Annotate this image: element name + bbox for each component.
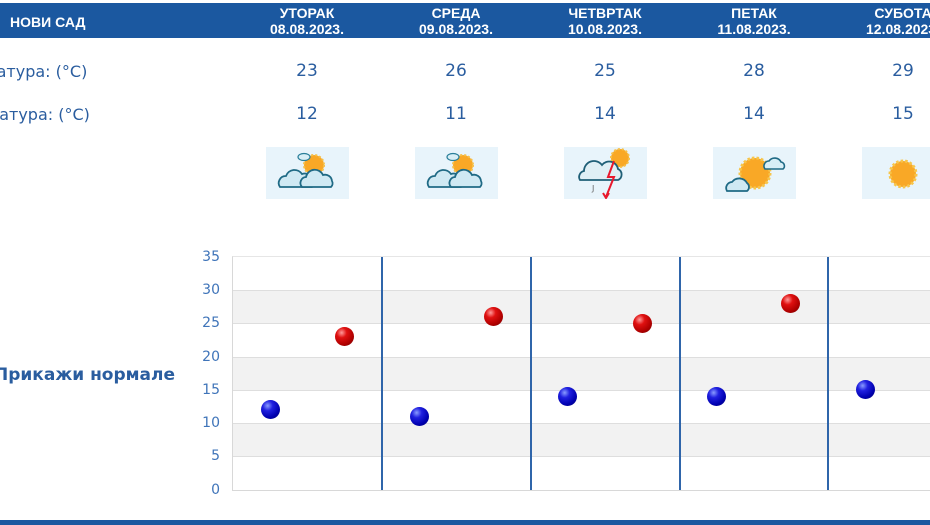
y-tick: 15: [202, 382, 220, 398]
grid-line: [233, 290, 930, 291]
max-temp-marker[interactable]: [335, 327, 354, 346]
grid-line: [233, 357, 930, 358]
forecast-header: НОВИ САД УТОРАК 08.08.2023. СРЕДА 09.08.…: [0, 3, 930, 38]
min-temp-marker[interactable]: [707, 387, 726, 406]
grid-band: [233, 290, 930, 323]
min-temp-value: 15: [892, 104, 914, 124]
grid-line: [233, 390, 930, 391]
day-name: ПЕТАК: [731, 5, 777, 21]
partly-cloudy-icon: [415, 147, 498, 199]
max-temp-label: Максимална температура: (°C): [0, 62, 88, 81]
svg-text:J: J: [591, 184, 594, 193]
day-header-1: УТОРАК 08.08.2023.: [233, 5, 381, 37]
day-name: УТОРАК: [279, 5, 335, 21]
show-normals-link[interactable]: Прикажи нормале: [0, 365, 176, 385]
max-temp-marker[interactable]: [633, 314, 652, 333]
day-name: ЧЕТВРТАК: [568, 5, 642, 21]
day-header-3: ЧЕТВРТАК 10.08.2023.: [531, 5, 679, 37]
day-header-5: СУБОТА 12.08.2023.: [829, 5, 930, 37]
day-date: 08.08.2023.: [270, 21, 344, 37]
city-name: НОВИ САД: [10, 14, 86, 30]
day-name: СУБОТА: [874, 5, 930, 21]
min-temp-value: 14: [743, 104, 765, 124]
y-tick: 5: [211, 448, 220, 464]
day-date: 10.08.2023.: [568, 21, 642, 37]
min-temp-label: Минимална температура: (°C): [0, 105, 90, 124]
min-temp-marker[interactable]: [261, 400, 280, 419]
grid-band: [233, 423, 930, 456]
min-temp-marker[interactable]: [410, 407, 429, 426]
day-separator: [679, 257, 681, 490]
plot-area: [232, 256, 930, 491]
partly-cloudy-icon: [266, 147, 349, 199]
y-tick: 30: [202, 282, 220, 298]
footer-bar: [0, 520, 930, 525]
mostly-sunny-icon: [713, 147, 796, 199]
min-temp-value: 12: [296, 104, 318, 124]
grid-line: [233, 423, 930, 424]
max-temp-value: 26: [445, 61, 467, 81]
day-date: 11.08.2023.: [717, 21, 791, 37]
day-name: СРЕДА: [431, 5, 481, 21]
max-temp-value: 25: [594, 61, 616, 81]
y-tick: 25: [202, 315, 220, 331]
max-temp-value: 28: [743, 61, 765, 81]
max-temp-marker[interactable]: [484, 307, 503, 326]
max-temp-marker[interactable]: [781, 294, 800, 313]
sunny-icon: [862, 147, 930, 199]
day-separator: [530, 257, 532, 490]
y-tick: 0: [211, 482, 220, 498]
day-date: 12.08.2023.: [866, 21, 930, 37]
grid-line: [233, 456, 930, 457]
max-temp-value: 29: [892, 61, 914, 81]
day-header-2: СРЕДА 09.08.2023.: [382, 5, 530, 37]
min-temp-marker[interactable]: [558, 387, 577, 406]
day-separator: [381, 257, 383, 490]
day-date: 09.08.2023.: [419, 21, 493, 37]
day-header-4: ПЕТАК 11.08.2023.: [680, 5, 828, 37]
min-temp-marker[interactable]: [856, 380, 875, 399]
min-temp-value: 11: [445, 104, 467, 124]
max-temp-value: 23: [296, 61, 318, 81]
y-tick: 10: [202, 415, 220, 431]
y-tick: 20: [202, 349, 220, 365]
grid-band: [233, 357, 930, 390]
y-tick: 35: [202, 249, 220, 265]
min-temp-value: 14: [594, 104, 616, 124]
grid-line: [233, 323, 930, 324]
day-separator: [827, 257, 829, 490]
thunderstorm-icon: J: [564, 147, 647, 199]
